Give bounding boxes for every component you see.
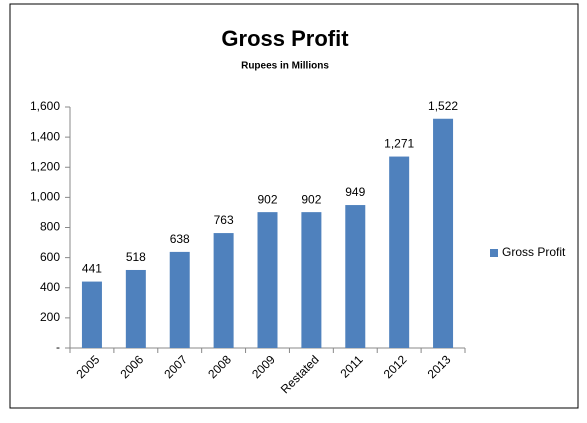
bar <box>125 269 146 348</box>
data-label: 1,522 <box>428 99 458 113</box>
bar <box>433 118 454 348</box>
y-tick-label: 600 <box>40 250 60 264</box>
data-label: 902 <box>301 192 321 206</box>
y-tick-label: 200 <box>40 310 60 324</box>
bar <box>257 212 278 348</box>
y-tick-label: 800 <box>40 220 60 234</box>
legend-label: Gross Profit <box>502 245 566 259</box>
data-label: 949 <box>345 185 365 199</box>
data-label: 902 <box>257 192 277 206</box>
y-tick-label: 1,000 <box>30 190 60 204</box>
bar <box>81 281 102 348</box>
chart-border <box>9 3 579 409</box>
data-label: 638 <box>170 232 190 246</box>
data-label: 763 <box>214 213 234 227</box>
data-label: 1,271 <box>384 137 414 151</box>
y-tick-label: - <box>56 340 60 354</box>
bar <box>169 251 190 348</box>
chart-title: Gross Profit <box>221 26 349 51</box>
y-tick-label: 1,600 <box>30 99 60 113</box>
y-tick-label: 1,400 <box>30 129 60 143</box>
bar <box>213 233 234 348</box>
y-tick-label: 400 <box>40 280 60 294</box>
bar <box>345 205 366 348</box>
bar <box>389 156 410 348</box>
legend-swatch <box>490 249 498 257</box>
bar <box>301 212 322 348</box>
data-label: 518 <box>126 250 146 264</box>
chart-subtitle: Rupees in Millions <box>241 61 329 72</box>
y-tick-label: 1,200 <box>30 159 60 173</box>
data-label: 441 <box>82 262 102 276</box>
